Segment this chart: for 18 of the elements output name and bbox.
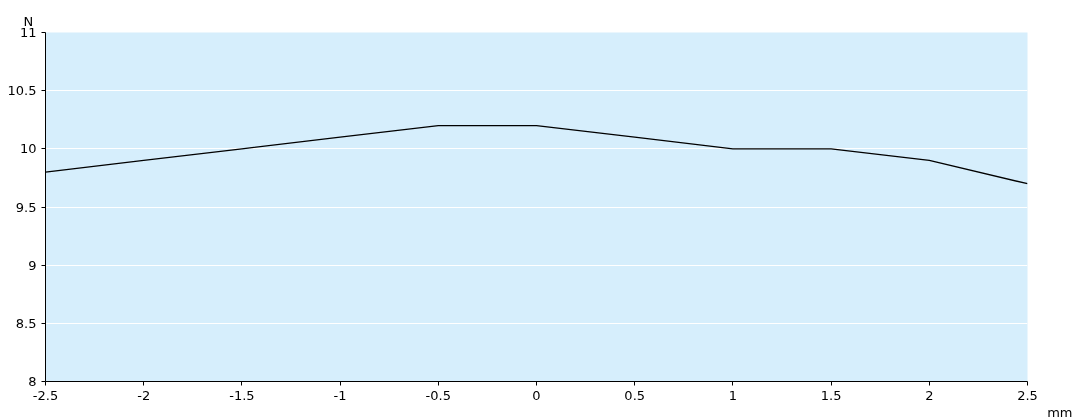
x-tick-label: -1 [333,387,347,403]
y-tick-label: 10.5 [7,83,37,99]
x-tick-label: 0 [532,387,541,403]
x-tick-label: -2 [137,387,151,403]
x-tick-label: 2 [925,387,934,403]
x-tick-label: -1.5 [229,387,255,403]
x-tick-label: -0.5 [425,387,451,403]
x-axis-title: mm [1047,404,1073,419]
y-tick-label: 10 [19,141,37,157]
x-tick-label: 0.5 [624,387,646,403]
y-tick-label: 9.5 [15,199,37,215]
y-tick-label: 8 [28,374,37,389]
y-tick-label: 8.5 [15,315,37,331]
x-tick-label: -2.5 [32,387,59,403]
y-tick-label: 9 [28,257,37,273]
x-tick-label: 1 [728,387,738,403]
x-tick-label: 2.5 [1017,387,1038,403]
x-tick-label: 1.5 [820,387,842,403]
